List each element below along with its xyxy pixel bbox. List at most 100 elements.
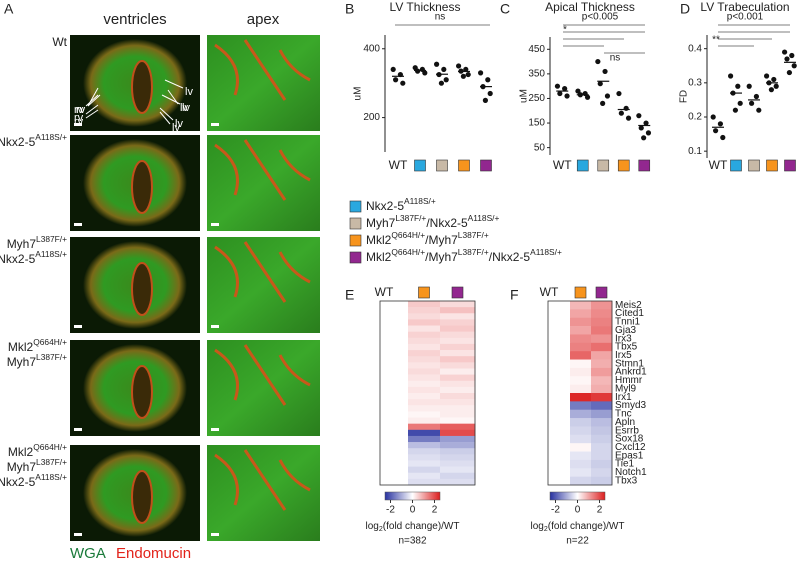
y-tick-label: 0.3	[688, 77, 702, 88]
data-point	[717, 121, 724, 127]
annotation: ns	[610, 53, 621, 64]
heatmap-cell	[591, 384, 613, 394]
heatmap-cell	[440, 411, 476, 418]
chart-title: LV Trabeculation	[700, 0, 789, 14]
heatmap-cell	[440, 368, 476, 375]
colorbar-tick-label: 2	[432, 505, 438, 516]
heatmap-cell	[591, 351, 613, 360]
text-run: L387F/+	[36, 457, 67, 467]
heatmap-frame	[379, 300, 476, 486]
data-point	[710, 114, 716, 120]
x-tick-label: WT	[709, 158, 728, 172]
heatmap-cell	[570, 459, 592, 469]
annotation: *	[563, 25, 567, 36]
text-run: Mkl2	[366, 233, 392, 247]
heatmap-cell	[591, 359, 613, 369]
text-run: L387F/+	[36, 352, 67, 362]
row-label: Cxcl12	[615, 442, 646, 453]
text-run: Nkx2-5	[366, 199, 404, 213]
heatmap-cell	[380, 417, 409, 424]
pointer	[161, 94, 181, 105]
heatmap-cell	[570, 451, 592, 461]
heatmap-cell	[548, 409, 571, 419]
data-point	[773, 83, 779, 89]
data-point	[756, 107, 762, 113]
row-label: Irx1	[615, 392, 632, 403]
y-tick-label: 400	[363, 43, 380, 54]
row-label: Mkl2Q664H/+	[8, 442, 67, 459]
region-label: lv	[180, 102, 188, 114]
text-run: Wt	[52, 35, 67, 49]
text-run: 2	[379, 526, 383, 533]
heatmap-cell	[380, 362, 409, 369]
text-run: L387F/+	[36, 234, 67, 244]
heatmap-cell	[408, 380, 441, 388]
data-point	[786, 69, 793, 76]
category-swatch	[766, 159, 778, 172]
annotation: ns	[435, 12, 446, 23]
category-swatch	[617, 159, 630, 172]
y-tick-label: 0.4	[688, 43, 702, 54]
category-swatch	[730, 159, 742, 172]
heatmap-cell	[380, 393, 409, 400]
heatmap-cell	[440, 417, 476, 424]
heatmap-cell	[408, 374, 441, 382]
heatmap-cell	[548, 376, 571, 385]
data-point	[636, 113, 642, 119]
scale-bar	[211, 325, 219, 328]
region-label: rv	[74, 104, 84, 116]
data-point	[643, 120, 649, 126]
heatmap-cell	[408, 356, 441, 363]
text-run: /Nkx2-5	[426, 216, 468, 230]
scale-bar	[211, 223, 219, 226]
data-point	[482, 97, 488, 103]
heatmap-cell	[380, 331, 409, 339]
data-point	[434, 61, 440, 67]
heatmap-cell	[408, 442, 441, 449]
row-label: Smyd3	[615, 400, 647, 411]
heatmap-cell	[440, 478, 476, 486]
heatmap-cell	[380, 405, 409, 412]
data-point	[485, 77, 491, 83]
row-label: Epas1	[615, 450, 644, 461]
panel-label: A	[4, 1, 14, 17]
heatmap-cell	[408, 423, 441, 431]
heatmap-cell	[380, 448, 409, 455]
heatmap-cell	[548, 301, 571, 310]
region-label: lv	[172, 122, 180, 134]
heatmap-cell	[440, 386, 476, 394]
micrograph	[207, 35, 320, 131]
pointer	[159, 107, 174, 121]
micrograph	[207, 340, 320, 436]
data-point	[465, 71, 471, 78]
heatmap-cell	[591, 326, 613, 335]
chart-title: Apical Thickness	[545, 0, 635, 14]
heatmap-cell	[570, 468, 592, 477]
legend-label: Nkx2-5A118S/+	[366, 196, 436, 213]
text-run: L387F/+	[458, 230, 489, 240]
data-point	[422, 70, 428, 76]
data-point	[415, 68, 421, 74]
row-label: Meis2	[615, 300, 642, 311]
heatmap-cell	[440, 313, 476, 320]
heatmap-cell	[570, 317, 592, 327]
heatmap-cell	[570, 409, 592, 419]
category-swatch	[576, 159, 589, 172]
row-label: Irx3	[615, 333, 632, 344]
colorbar-label: log2(fold change)/WT	[366, 521, 460, 534]
heatmap-cell	[408, 362, 441, 369]
heatmap-cell	[408, 319, 441, 326]
legend-swatch	[349, 217, 362, 230]
heatmap-cell	[570, 443, 592, 452]
heatmap-cell	[591, 418, 613, 427]
data-point	[441, 66, 447, 73]
data-point	[728, 73, 734, 79]
heatmap-cell	[380, 319, 409, 326]
heatmap-cell	[570, 359, 592, 369]
row-label: Stmn1	[615, 358, 644, 369]
heatmap-cell	[440, 466, 476, 474]
y-tick-label: 0.1	[688, 146, 702, 157]
heatmap-cell	[570, 393, 592, 402]
stain-label: WGA	[70, 545, 106, 562]
